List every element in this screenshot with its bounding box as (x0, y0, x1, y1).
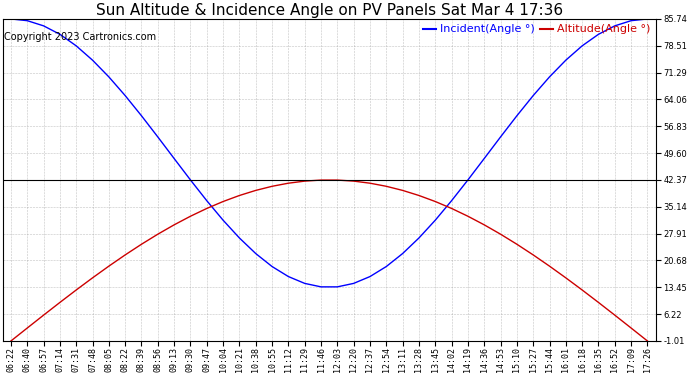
Text: Copyright 2023 Cartronics.com: Copyright 2023 Cartronics.com (4, 32, 156, 42)
Legend: Incident(Angle °), Altitude(Angle °): Incident(Angle °), Altitude(Angle °) (423, 24, 650, 34)
Title: Sun Altitude & Incidence Angle on PV Panels Sat Mar 4 17:36: Sun Altitude & Incidence Angle on PV Pan… (96, 3, 563, 18)
